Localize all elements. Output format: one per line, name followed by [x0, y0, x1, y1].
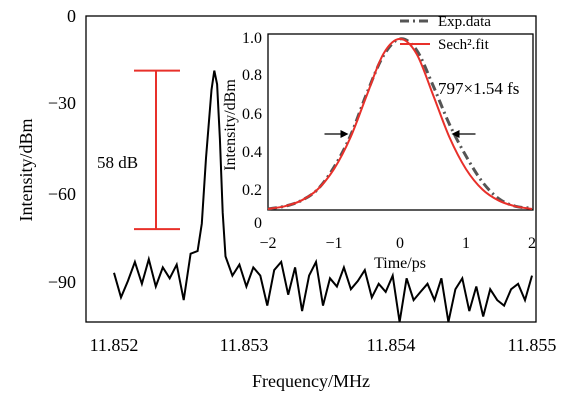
inset-ytick-04: 0.4 [242, 144, 262, 161]
inset-ytick-10: 1.0 [242, 30, 262, 47]
fwhm-label: 797×1.54 fs [438, 79, 519, 98]
fwhm-right-arrowhead [451, 130, 460, 138]
main-ytick-60: −60 [48, 184, 76, 204]
legend-fit-label: Sech².fit [438, 37, 490, 53]
inset-ytick-02: 0.2 [242, 182, 262, 199]
legend-exp-label: Exp.data [438, 14, 491, 30]
main-xtick-11855: 11.855 [508, 335, 557, 355]
main-xtick-11853: 11.853 [220, 335, 269, 355]
main-plot-frame [85, 15, 537, 323]
main-ytick-90: −90 [48, 272, 76, 292]
inset-xtick-m1: −1 [325, 235, 342, 252]
inset-plot-background [268, 34, 533, 210]
inset-xtick-1: 1 [462, 235, 470, 252]
annotation-58db-label: 58 dB [97, 153, 138, 172]
sech2-fit-line [267, 37, 533, 210]
inset-xtick-m2: −2 [259, 235, 276, 252]
main-xtick-11854: 11.854 [367, 335, 416, 355]
main-x-axis-label: Frequency/MHz [252, 371, 370, 391]
inset-xtick-2: 2 [528, 235, 536, 252]
fwhm-left-arrowhead [340, 130, 349, 138]
inset-ytick-08: 0.8 [242, 67, 262, 84]
inset-y-axis-label: Intensity/dBm [222, 79, 239, 171]
main-xtick-11852: 11.852 [90, 335, 139, 355]
inset-x-axis-label: Time/ps [374, 255, 426, 272]
inset-xtick-0: 0 [396, 235, 404, 252]
inset-ytick-06: 0.6 [242, 106, 262, 123]
main-y-axis-label: Intensity/dBm [16, 119, 36, 222]
inset-plot-frame [267, 33, 534, 211]
spectrum-line [113, 70, 533, 323]
main-ytick-30: −30 [48, 93, 76, 113]
main-ytick-0: 0 [67, 6, 76, 26]
inset-ytick-0: 0 [254, 215, 262, 232]
